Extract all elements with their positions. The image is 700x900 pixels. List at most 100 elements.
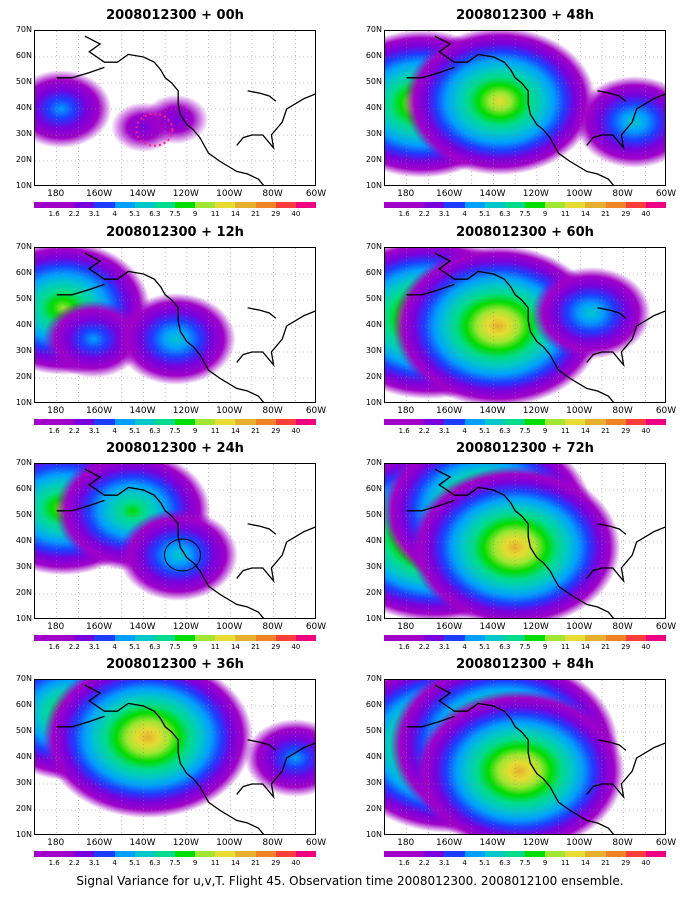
x-tick-label: 140W: [129, 622, 156, 632]
colorbar-swatch: [74, 851, 95, 857]
colorbar-label: 11: [210, 427, 220, 435]
colorbar-label: 3.1: [438, 210, 450, 218]
colorbar-label: 11: [560, 859, 570, 867]
coastline: [247, 739, 277, 751]
colorbar-label: 9: [542, 643, 548, 651]
colorbar-swatch: [114, 635, 135, 641]
colorbar-label: 21: [601, 427, 611, 435]
colorbar-swatch: [464, 851, 485, 857]
colorbar-swatch: [585, 202, 606, 208]
colorbar-swatch: [625, 851, 646, 857]
colorbar-label: 29: [271, 643, 281, 651]
variance-blob: [409, 466, 621, 618]
colorbar-label: 14: [580, 210, 590, 218]
colorbar-swatch: [54, 851, 75, 857]
x-tick-label: 180: [47, 838, 65, 848]
colorbar-label: 2.2: [68, 859, 80, 867]
colorbar-label: 21: [251, 859, 261, 867]
colorbar-swatch: [384, 635, 405, 641]
coastline: [247, 90, 277, 102]
colorbar-label: 2.2: [418, 427, 430, 435]
coastline: [56, 66, 105, 79]
colorbar-label: 7.5: [169, 643, 181, 651]
x-tick-label: 100W: [216, 406, 243, 416]
colorbar-swatch: [34, 851, 55, 857]
colorbar-swatch: [625, 202, 646, 208]
colorbar-label: 1.6: [48, 210, 60, 218]
colorbar-swatch: [215, 851, 236, 857]
colorbar-swatch: [215, 419, 236, 425]
coastline: [406, 283, 455, 296]
colorbar-swatch: [54, 635, 75, 641]
colorbar: [384, 635, 666, 641]
colorbar-label: 5.1: [479, 427, 491, 435]
x-tick-label: 120W: [172, 838, 199, 848]
x-tick-label: 60W: [305, 406, 327, 416]
y-tick-label: 60N: [15, 700, 32, 709]
colorbar-label: 6.3: [499, 427, 511, 435]
colorbar-swatch: [504, 419, 525, 425]
colorbar-label: 4: [462, 859, 467, 867]
colorbar-label: 29: [621, 210, 631, 218]
y-tick-label: 50N: [365, 510, 382, 519]
y-tick-label: 50N: [15, 510, 32, 519]
colorbar-label: 29: [271, 427, 281, 435]
colorbar-label: 4: [112, 427, 117, 435]
colorbar-swatch: [235, 419, 256, 425]
colorbar-swatch: [444, 419, 465, 425]
variance-blob: [35, 70, 112, 148]
colorbar-swatch: [114, 851, 135, 857]
x-tick-label: 120W: [522, 406, 549, 416]
colorbar-label: 5.1: [479, 643, 491, 651]
colorbar-label: 3.1: [88, 643, 100, 651]
colorbar-swatch: [154, 851, 175, 857]
colorbar-swatch: [545, 202, 566, 208]
colorbar-label: 40: [641, 643, 651, 651]
coastline: [84, 684, 265, 834]
colorbar-label: 7.5: [519, 210, 531, 218]
colorbar-label: 11: [560, 643, 570, 651]
x-tick-label: 120W: [522, 838, 549, 848]
x-tick-label: 180: [47, 406, 65, 416]
coastline: [406, 66, 455, 79]
panel-title: 2008012300 + 60h: [456, 225, 594, 240]
colorbar-swatch: [524, 635, 546, 641]
coastline: [434, 252, 615, 402]
colorbar-label: 6.3: [499, 859, 511, 867]
y-tick-label: 60N: [15, 268, 32, 277]
map-area: [34, 679, 316, 835]
map-svg: [35, 248, 315, 402]
x-tick-label: 140W: [479, 406, 506, 416]
colorbar-swatch: [384, 419, 405, 425]
y-tick-label: 70N: [365, 458, 382, 467]
x-tick-label: 100W: [566, 622, 593, 632]
colorbar-swatch: [114, 419, 135, 425]
map-area: [384, 247, 666, 403]
colorbar-label: 4: [112, 643, 117, 651]
colorbar-swatch: [74, 202, 95, 208]
x-tick-label: 100W: [216, 838, 243, 848]
coastline: [434, 468, 615, 618]
x-tick-label: 60W: [655, 838, 677, 848]
colorbar-label: 2.2: [418, 643, 430, 651]
colorbar-label: 4: [462, 643, 467, 651]
colorbar-swatch: [625, 635, 646, 641]
colorbar-label: 2.2: [68, 210, 80, 218]
y-tick-label: 50N: [15, 77, 32, 86]
x-tick-label: 140W: [479, 622, 506, 632]
variance-blob: [414, 690, 625, 834]
x-tick-label: 80W: [262, 406, 283, 416]
colorbar-swatch: [235, 635, 256, 641]
y-tick-label: 60N: [365, 268, 382, 277]
colorbar-swatch: [444, 635, 465, 641]
x-tick-label: 100W: [566, 406, 593, 416]
colorbar-swatch: [174, 851, 196, 857]
colorbar-label: 9: [192, 643, 198, 651]
x-tick-label: 160W: [86, 189, 113, 199]
colorbar-label: 6.3: [499, 210, 511, 218]
coastline: [586, 93, 665, 151]
colorbar-swatch: [295, 202, 316, 208]
colorbar-swatch: [255, 635, 276, 641]
colorbar-label: 3.1: [88, 427, 100, 435]
colorbar-label: 14: [230, 859, 240, 867]
